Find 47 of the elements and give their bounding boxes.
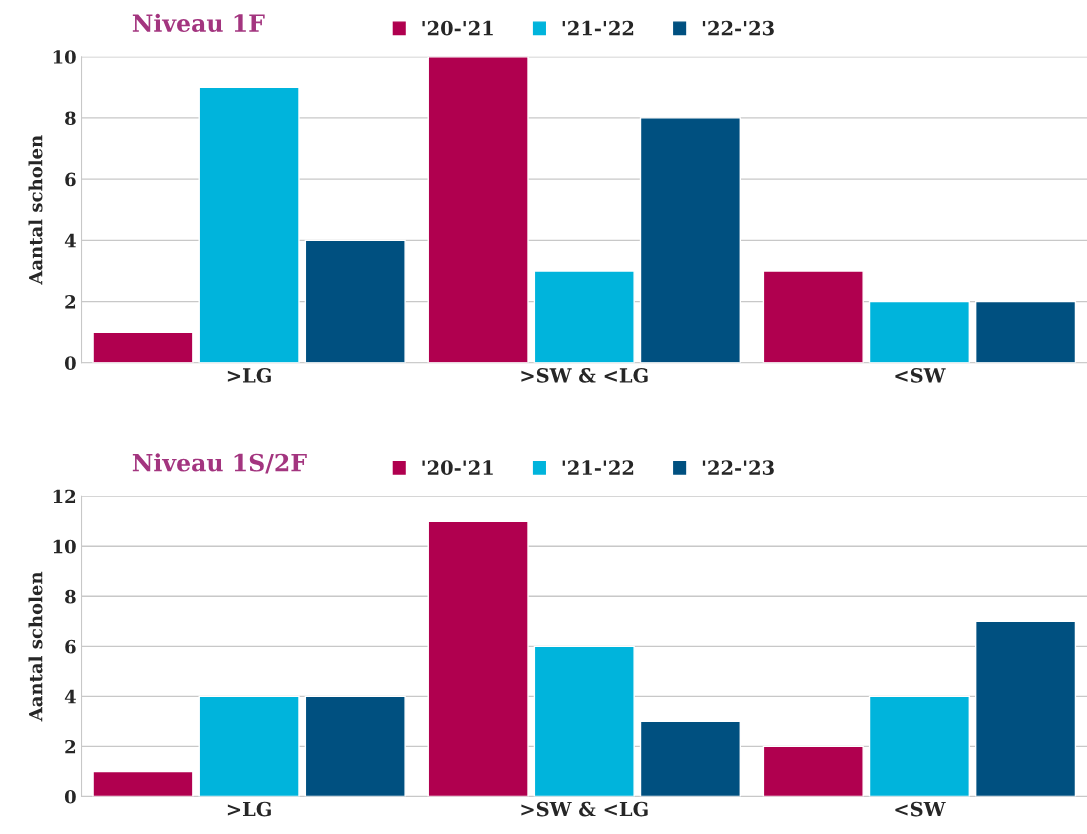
y-tick-label: 12 [53,489,76,504]
y-tick-label: 8 [65,589,76,604]
x-tick-label: >LG [227,367,271,383]
bar [198,695,300,797]
bar [639,720,741,797]
y-axis-title: Aantal scholen [28,135,43,285]
y-tick-label: 0 [64,356,76,370]
legend-label: '22-'23 [702,20,774,36]
legend-label: '21-'22 [562,20,634,36]
bar [198,86,300,363]
bar [974,620,1077,797]
bar [762,745,864,797]
legend-label: '21-'22 [562,460,634,475]
y-tick-label: 2 [65,739,76,754]
bar [427,520,529,797]
bar [533,645,635,797]
x-tick-label: >LG [227,801,271,817]
bar [868,300,970,363]
bar [974,300,1077,363]
y-tick-label: 6 [65,639,76,654]
bar [427,56,529,363]
y-tick-label: 8 [65,111,76,126]
bar [639,117,741,363]
bar [762,270,864,363]
x-tick-label: >SW & <LG [521,367,648,383]
x-tick-label: >SW & <LG [521,801,648,817]
y-axis-title: Aantal scholen [28,571,43,722]
legend-label: '20-'21 [422,460,493,475]
chart-title: Niveau 1S/2F [132,453,307,474]
y-tick-label: 2 [65,295,76,309]
bar [304,695,406,797]
y-tick-label: 6 [65,172,76,187]
bar [92,770,194,797]
y-tick-label: 0 [64,789,76,804]
y-tick-label: 10 [53,539,76,554]
y-tick-label: 4 [64,689,76,704]
bar [304,239,406,363]
legend-label: '20-'21 [422,20,493,36]
bar [533,270,635,363]
y-tick-label: 10 [53,50,76,64]
x-tick-label: <SW [895,367,946,383]
legend-label: '22-'23 [702,460,774,475]
x-tick-label: <SW [895,801,946,817]
bar [92,331,194,363]
chart-title: Niveau 1F [132,13,265,33]
bar [868,695,970,797]
y-tick-label: 4 [64,233,76,248]
